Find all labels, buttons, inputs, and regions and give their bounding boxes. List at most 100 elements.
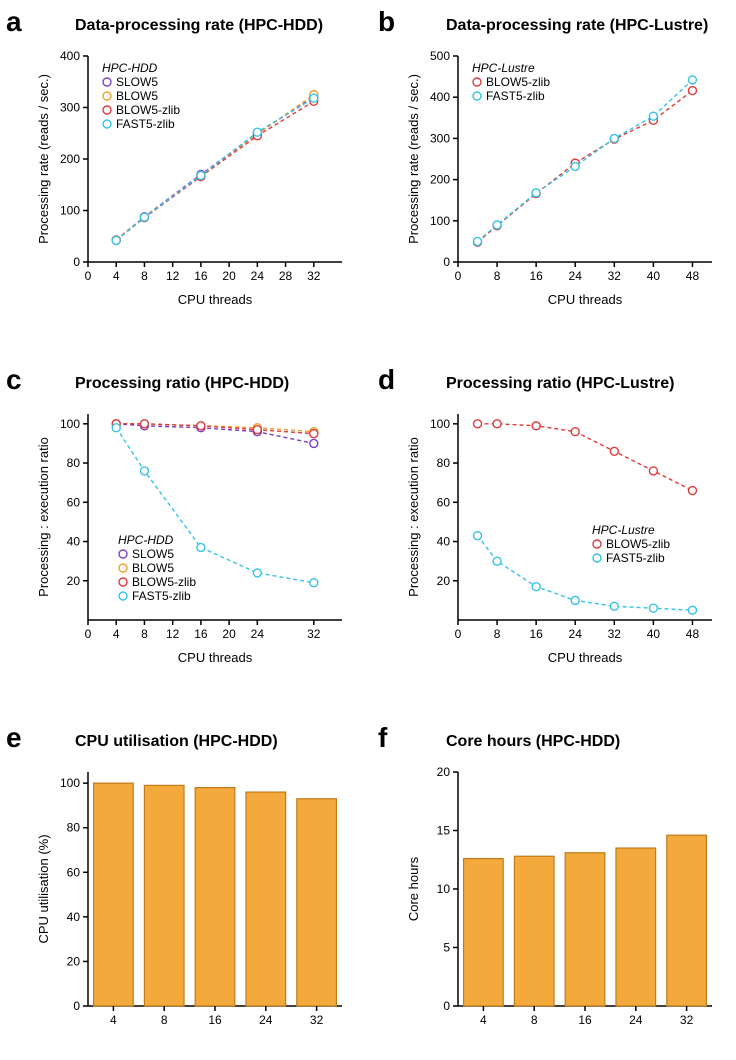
svg-text:4: 4	[110, 1013, 117, 1027]
svg-text:28: 28	[279, 269, 293, 283]
svg-text:24: 24	[569, 627, 583, 641]
svg-text:0: 0	[443, 255, 450, 269]
svg-text:200: 200	[430, 173, 450, 187]
panel-f-label: f	[378, 724, 387, 752]
svg-text:24: 24	[251, 627, 265, 641]
svg-text:8: 8	[161, 1013, 168, 1027]
svg-text:BLOW5-zlib: BLOW5-zlib	[132, 575, 196, 589]
panel-e-label: e	[6, 724, 22, 752]
svg-text:80: 80	[67, 821, 81, 835]
svg-text:16: 16	[194, 627, 208, 641]
svg-text:32: 32	[608, 269, 622, 283]
panel-c-title: Processing ratio (HPC-HDD)	[75, 376, 289, 392]
svg-text:SLOW5: SLOW5	[132, 547, 174, 561]
svg-text:100: 100	[60, 417, 80, 431]
svg-text:HPC-HDD: HPC-HDD	[102, 61, 158, 75]
svg-text:24: 24	[629, 1013, 643, 1027]
svg-text:Processing : execution ratio: Processing : execution ratio	[406, 437, 421, 597]
panel-b-label: b	[378, 8, 395, 36]
svg-text:100: 100	[60, 776, 80, 790]
panel-e-title: CPU utilisation (HPC-HDD)	[75, 734, 278, 750]
svg-text:CPU threads: CPU threads	[548, 650, 623, 665]
svg-text:CPU threads: CPU threads	[178, 292, 253, 307]
svg-text:0: 0	[85, 627, 92, 641]
chart-d: 20406080100081624324048CPU threadsProces…	[402, 404, 722, 674]
svg-text:16: 16	[529, 627, 543, 641]
svg-text:BLOW5: BLOW5	[116, 89, 158, 103]
svg-text:SLOW5: SLOW5	[116, 75, 158, 89]
svg-text:48: 48	[686, 269, 700, 283]
chart-c: 204060801000481216202432CPU threadsProce…	[32, 404, 352, 674]
svg-text:8: 8	[141, 627, 148, 641]
svg-text:0: 0	[85, 269, 92, 283]
figure: a Data-processing rate (HPC-HDD) 0100200…	[0, 0, 736, 1060]
svg-text:0: 0	[73, 999, 80, 1013]
svg-text:80: 80	[437, 456, 451, 470]
svg-text:500: 500	[430, 49, 450, 63]
svg-text:80: 80	[67, 456, 81, 470]
svg-text:40: 40	[437, 535, 451, 549]
panel-d-title: Processing ratio (HPC-Lustre)	[446, 376, 674, 392]
svg-text:BLOW5-zlib: BLOW5-zlib	[606, 537, 670, 551]
svg-text:24: 24	[569, 269, 583, 283]
svg-text:FAST5-zlib: FAST5-zlib	[132, 589, 191, 603]
svg-text:60: 60	[67, 495, 81, 509]
svg-text:15: 15	[437, 824, 451, 838]
svg-text:Processing rate (reads / sec.): Processing rate (reads / sec.)	[406, 74, 421, 244]
svg-text:5: 5	[443, 941, 450, 955]
panel-a-label: a	[6, 8, 22, 36]
svg-text:CPU threads: CPU threads	[548, 292, 623, 307]
svg-text:FAST5-zlib: FAST5-zlib	[606, 551, 665, 565]
svg-text:16: 16	[578, 1013, 592, 1027]
svg-text:300: 300	[430, 131, 450, 145]
svg-text:4: 4	[480, 1013, 487, 1027]
svg-text:20: 20	[67, 574, 81, 588]
svg-text:60: 60	[437, 495, 451, 509]
svg-text:200: 200	[60, 152, 80, 166]
svg-text:40: 40	[67, 910, 81, 924]
svg-text:20: 20	[437, 574, 451, 588]
svg-text:FAST5-zlib: FAST5-zlib	[486, 89, 545, 103]
svg-text:0: 0	[455, 269, 462, 283]
chart-b: 0100200300400500081624324048CPU threadsP…	[402, 46, 722, 316]
svg-text:20: 20	[437, 765, 451, 779]
svg-text:20: 20	[222, 627, 236, 641]
svg-text:BLOW5: BLOW5	[132, 561, 174, 575]
svg-text:8: 8	[141, 269, 148, 283]
svg-text:40: 40	[647, 627, 661, 641]
svg-text:HPC-HDD: HPC-HDD	[118, 533, 174, 547]
panel-a-title: Data-processing rate (HPC-HDD)	[75, 18, 323, 34]
panel-d-label: d	[378, 366, 395, 394]
svg-text:12: 12	[166, 627, 180, 641]
svg-text:32: 32	[608, 627, 622, 641]
panel-b-title: Data-processing rate (HPC-Lustre)	[446, 18, 708, 34]
panel-c-label: c	[6, 366, 22, 394]
chart-e: 020406080100CPU utilisation (%)48162432	[32, 762, 352, 1042]
svg-text:24: 24	[259, 1013, 273, 1027]
svg-text:10: 10	[437, 882, 451, 896]
svg-text:HPC-Lustre: HPC-Lustre	[472, 61, 535, 75]
svg-text:8: 8	[531, 1013, 538, 1027]
svg-text:24: 24	[251, 269, 265, 283]
svg-text:400: 400	[430, 90, 450, 104]
svg-text:HPC-Lustre: HPC-Lustre	[592, 523, 655, 537]
svg-text:40: 40	[647, 269, 661, 283]
svg-text:8: 8	[494, 627, 501, 641]
svg-text:32: 32	[680, 1013, 694, 1027]
svg-text:20: 20	[222, 269, 236, 283]
svg-text:0: 0	[443, 999, 450, 1013]
svg-text:4: 4	[113, 627, 120, 641]
svg-text:100: 100	[60, 204, 80, 218]
svg-text:8: 8	[494, 269, 501, 283]
svg-text:16: 16	[529, 269, 543, 283]
svg-text:48: 48	[686, 627, 700, 641]
svg-text:BLOW5-zlib: BLOW5-zlib	[116, 103, 180, 117]
panel-f-title: Core hours (HPC-HDD)	[446, 734, 620, 750]
svg-text:20: 20	[67, 954, 81, 968]
svg-text:Core hours: Core hours	[406, 856, 421, 921]
svg-text:FAST5-zlib: FAST5-zlib	[116, 117, 175, 131]
svg-text:12: 12	[166, 269, 180, 283]
svg-text:32: 32	[310, 1013, 324, 1027]
svg-text:40: 40	[67, 535, 81, 549]
svg-text:0: 0	[455, 627, 462, 641]
